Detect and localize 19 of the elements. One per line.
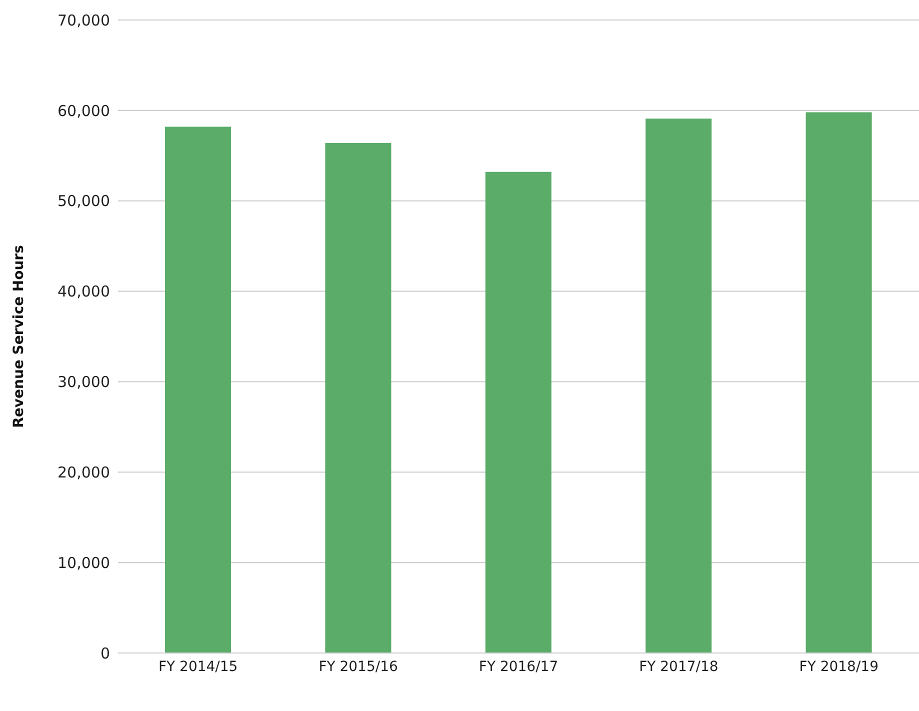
- y-tick-label: 50,000: [58, 192, 110, 210]
- x-tick-label: FY 2015/16: [318, 658, 398, 675]
- bar: [165, 126, 231, 653]
- x-tick-label: FY 2014/15: [158, 658, 238, 675]
- y-tick-label: 30,000: [58, 373, 110, 392]
- bar: [325, 142, 392, 653]
- y-axis-title: Revenue Service Hours: [10, 245, 27, 428]
- y-tick-label: 70,000: [58, 11, 110, 30]
- y-tick-label: 0: [100, 644, 110, 662]
- x-tick-label: FY 2018/19: [799, 658, 879, 675]
- x-tick-label: FY 2016/17: [478, 658, 558, 675]
- bar: [806, 112, 872, 653]
- y-tick-label: 40,000: [58, 282, 110, 301]
- x-tick-label: FY 2017/18: [639, 658, 718, 675]
- y-tick-label: 10,000: [58, 554, 110, 572]
- y-tick-label: 20,000: [58, 463, 110, 482]
- bar: [485, 172, 552, 653]
- bar: [646, 118, 712, 653]
- y-tick-label: 60,000: [58, 102, 110, 120]
